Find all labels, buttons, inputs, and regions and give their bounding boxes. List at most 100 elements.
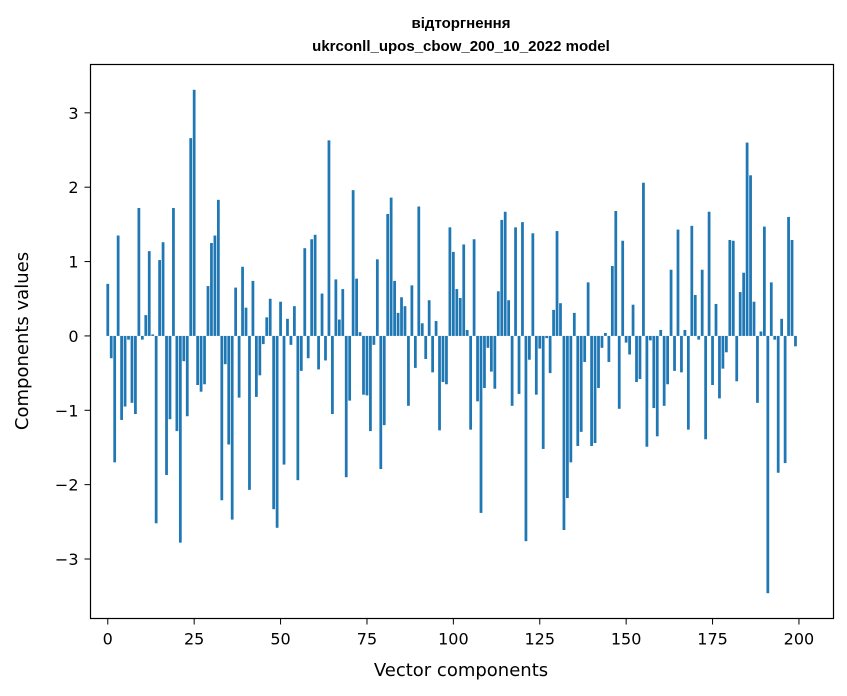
bar-63: [324, 335, 327, 361]
bar-47: [268, 298, 272, 336]
bar-23: [185, 335, 189, 417]
y-axis-label: Components values: [12, 252, 33, 430]
bar-113: [496, 291, 500, 336]
bar-51: [282, 335, 286, 465]
bar-197: [787, 216, 790, 336]
bar-182: [735, 335, 739, 382]
bar-189: [759, 331, 763, 336]
bar-180: [728, 240, 732, 336]
bar-44: [258, 335, 262, 376]
bar-11: [144, 315, 148, 336]
bar-14: [154, 335, 158, 524]
plot-frame: [89, 63, 835, 620]
bar-191: [766, 335, 770, 594]
bar-41: [248, 335, 251, 490]
bar-115: [503, 211, 507, 336]
bar-97: [441, 335, 445, 383]
bar-109: [483, 335, 486, 388]
bar-105: [469, 335, 473, 430]
bar-15: [158, 260, 161, 336]
bars-group: [106, 89, 797, 594]
bar-26: [196, 335, 200, 385]
bar-145: [607, 335, 611, 362]
bar-131: [559, 303, 562, 336]
bar-140: [590, 335, 593, 446]
bar-101: [455, 289, 459, 336]
x-tick-label: 75: [357, 630, 377, 649]
bar-67: [337, 319, 341, 336]
bar-74: [362, 335, 365, 395]
bar-92: [424, 335, 428, 359]
bar-162: [666, 335, 669, 385]
bar-160: [659, 329, 663, 336]
bar-12: [147, 251, 151, 336]
bar-121: [524, 335, 528, 542]
y-axis-ticks: −3 −2 −1 0 1 2 3: [55, 104, 91, 569]
bar-176: [714, 303, 718, 336]
bar-24: [189, 138, 193, 336]
bar-111: [489, 335, 493, 372]
bar-187: [752, 301, 756, 336]
bar-53: [289, 335, 293, 345]
x-tick-label: 50: [270, 630, 290, 649]
bar-79: [379, 335, 383, 470]
bar-170: [693, 295, 697, 336]
bar-127: [545, 335, 549, 339]
bar-155: [642, 182, 645, 336]
bar-153: [635, 335, 638, 383]
bar-5: [123, 335, 127, 407]
bar-43: [255, 335, 258, 397]
bar-110: [486, 335, 490, 348]
bar-96: [438, 335, 441, 431]
bar-172: [700, 269, 704, 336]
bar-136: [576, 335, 580, 446]
x-tick-label: 125: [524, 630, 555, 649]
bar-102: [458, 298, 462, 336]
chart-title: відторгнення: [412, 15, 511, 32]
bar-150: [624, 335, 628, 343]
bar-27: [199, 335, 203, 392]
bar-107: [476, 335, 479, 402]
bar-199: [794, 335, 797, 347]
bar-62: [320, 293, 324, 336]
bar-0: [106, 283, 110, 336]
bar-117: [510, 335, 514, 406]
bar-157: [648, 335, 652, 341]
bar-178: [721, 335, 725, 369]
bar-83: [393, 280, 396, 336]
bar-52: [286, 318, 289, 336]
bar-66: [334, 279, 338, 336]
bar-18: [168, 335, 172, 420]
bar-149: [621, 240, 625, 336]
bar-25: [192, 89, 196, 336]
bar-194: [776, 335, 780, 473]
bar-61: [317, 335, 320, 370]
bar-7: [130, 335, 134, 403]
bar-186: [749, 175, 752, 336]
bar-151: [628, 335, 631, 355]
bar-9: [137, 208, 141, 336]
x-tick-label: 25: [184, 630, 204, 649]
bar-95: [434, 321, 438, 336]
bar-156: [645, 335, 649, 447]
bar-34: [223, 335, 227, 365]
bar-65: [331, 335, 334, 414]
bar-167: [683, 329, 687, 336]
bar-163: [669, 269, 673, 336]
bar-78: [375, 259, 379, 336]
bar-165: [676, 229, 680, 336]
bar-108: [479, 335, 483, 513]
y-tick-label: 3: [68, 104, 78, 123]
bar-75: [365, 335, 369, 396]
bar-70: [348, 335, 352, 401]
bar-35: [227, 335, 231, 445]
bar-40: [244, 307, 248, 336]
bar-161: [662, 335, 666, 406]
bar-159: [655, 335, 659, 437]
bar-86: [403, 306, 407, 336]
bar-183: [738, 292, 742, 336]
bar-82: [389, 197, 393, 336]
bar-3: [116, 235, 120, 336]
bar-179: [724, 335, 728, 353]
bar-137: [579, 335, 583, 432]
